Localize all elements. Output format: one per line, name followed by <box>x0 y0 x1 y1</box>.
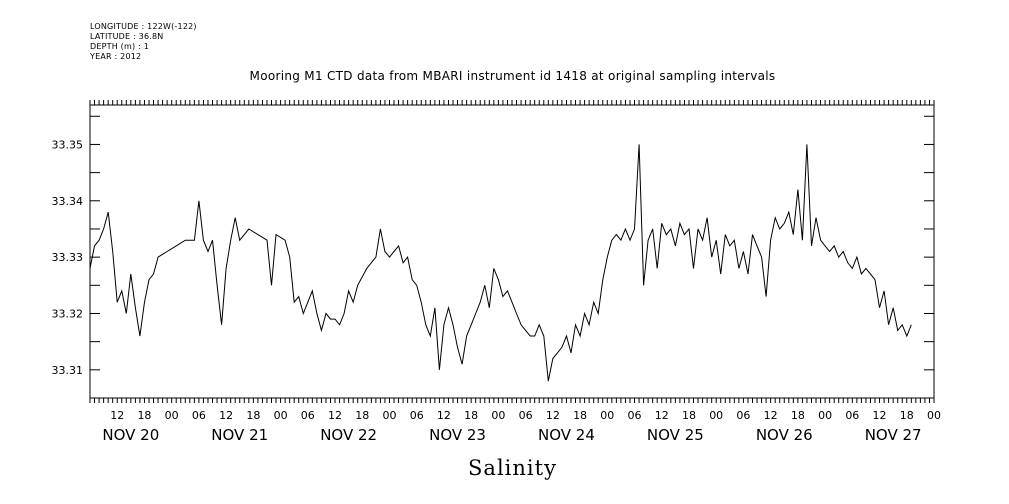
x-day-label: NOV 22 <box>320 426 377 444</box>
x-tick-label: 12 <box>546 409 560 422</box>
x-tick-label: 12 <box>110 409 124 422</box>
year-text: YEAR : 2012 <box>90 52 142 61</box>
y-tick-label: 33.31 <box>52 364 84 377</box>
x-tick-label: 00 <box>165 409 179 422</box>
y-tick-label: 33.34 <box>52 195 84 208</box>
latitude-text: LATITUDE : 36.8N <box>90 32 164 41</box>
x-tick-label: 18 <box>137 409 151 422</box>
x-tick-label: 12 <box>655 409 669 422</box>
longitude-text: LONGITUDE : 122W(-122) <box>90 22 197 31</box>
x-tick-label: 12 <box>328 409 342 422</box>
plot-frame <box>89 104 935 399</box>
x-tick-label: 00 <box>927 409 941 422</box>
x-tick-label: 06 <box>301 409 315 422</box>
x-tick-label: 06 <box>410 409 424 422</box>
x-tick-label: 06 <box>628 409 642 422</box>
salinity-series-line <box>89 144 912 382</box>
x-tick-label: 06 <box>192 409 206 422</box>
x-tick-label: 18 <box>573 409 587 422</box>
x-tick-label: 00 <box>274 409 288 422</box>
x-tick-label: 18 <box>900 409 914 422</box>
x-tick-label: 18 <box>464 409 478 422</box>
x-tick-label: 00 <box>709 409 723 422</box>
series-group <box>89 144 912 382</box>
x-tick-label: 00 <box>600 409 614 422</box>
depth-text: DEPTH (m) : 1 <box>90 42 149 51</box>
x-tick-label: 12 <box>873 409 887 422</box>
y-tick-label: 33.33 <box>52 251 84 264</box>
x-tick-label: 00 <box>818 409 832 422</box>
y-tick-label: 33.32 <box>52 307 84 320</box>
x-tick-label: 06 <box>845 409 859 422</box>
x-day-label: NOV 25 <box>647 426 704 444</box>
x-day-label: NOV 27 <box>865 426 922 444</box>
x-day-label: NOV 21 <box>211 426 268 444</box>
x-tick-label: 18 <box>682 409 696 422</box>
x-day-label: NOV 24 <box>538 426 595 444</box>
x-tick-label: 12 <box>219 409 233 422</box>
y-tick-label: 33.35 <box>52 138 84 151</box>
chart-title: Mooring M1 CTD data from MBARI instrumen… <box>249 69 776 83</box>
x-day-label: NOV 20 <box>102 426 159 444</box>
x-tick-label: 06 <box>519 409 533 422</box>
x-tick-label: 18 <box>246 409 260 422</box>
x-tick-label: 18 <box>355 409 369 422</box>
x-axis-label: Salinity <box>468 456 557 480</box>
tick-labels: 12 18 00 06 12 18 00 06 12 18 00 06 12 18 00 06 12 18 00 06… <box>52 138 942 444</box>
x-tick-label: 06 <box>736 409 750 422</box>
metadata-block: LONGITUDE : 122W(-122) LATITUDE : 36.8N … <box>90 22 197 62</box>
x-tick-label: 00 <box>382 409 396 422</box>
x-tick-label: 12 <box>437 409 451 422</box>
x-tick-label: 18 <box>791 409 805 422</box>
x-day-label: NOV 23 <box>429 426 486 444</box>
x-day-label: NOV 26 <box>756 426 813 444</box>
x-tick-label: 12 <box>764 409 778 422</box>
x-tick-label: 00 <box>491 409 505 422</box>
